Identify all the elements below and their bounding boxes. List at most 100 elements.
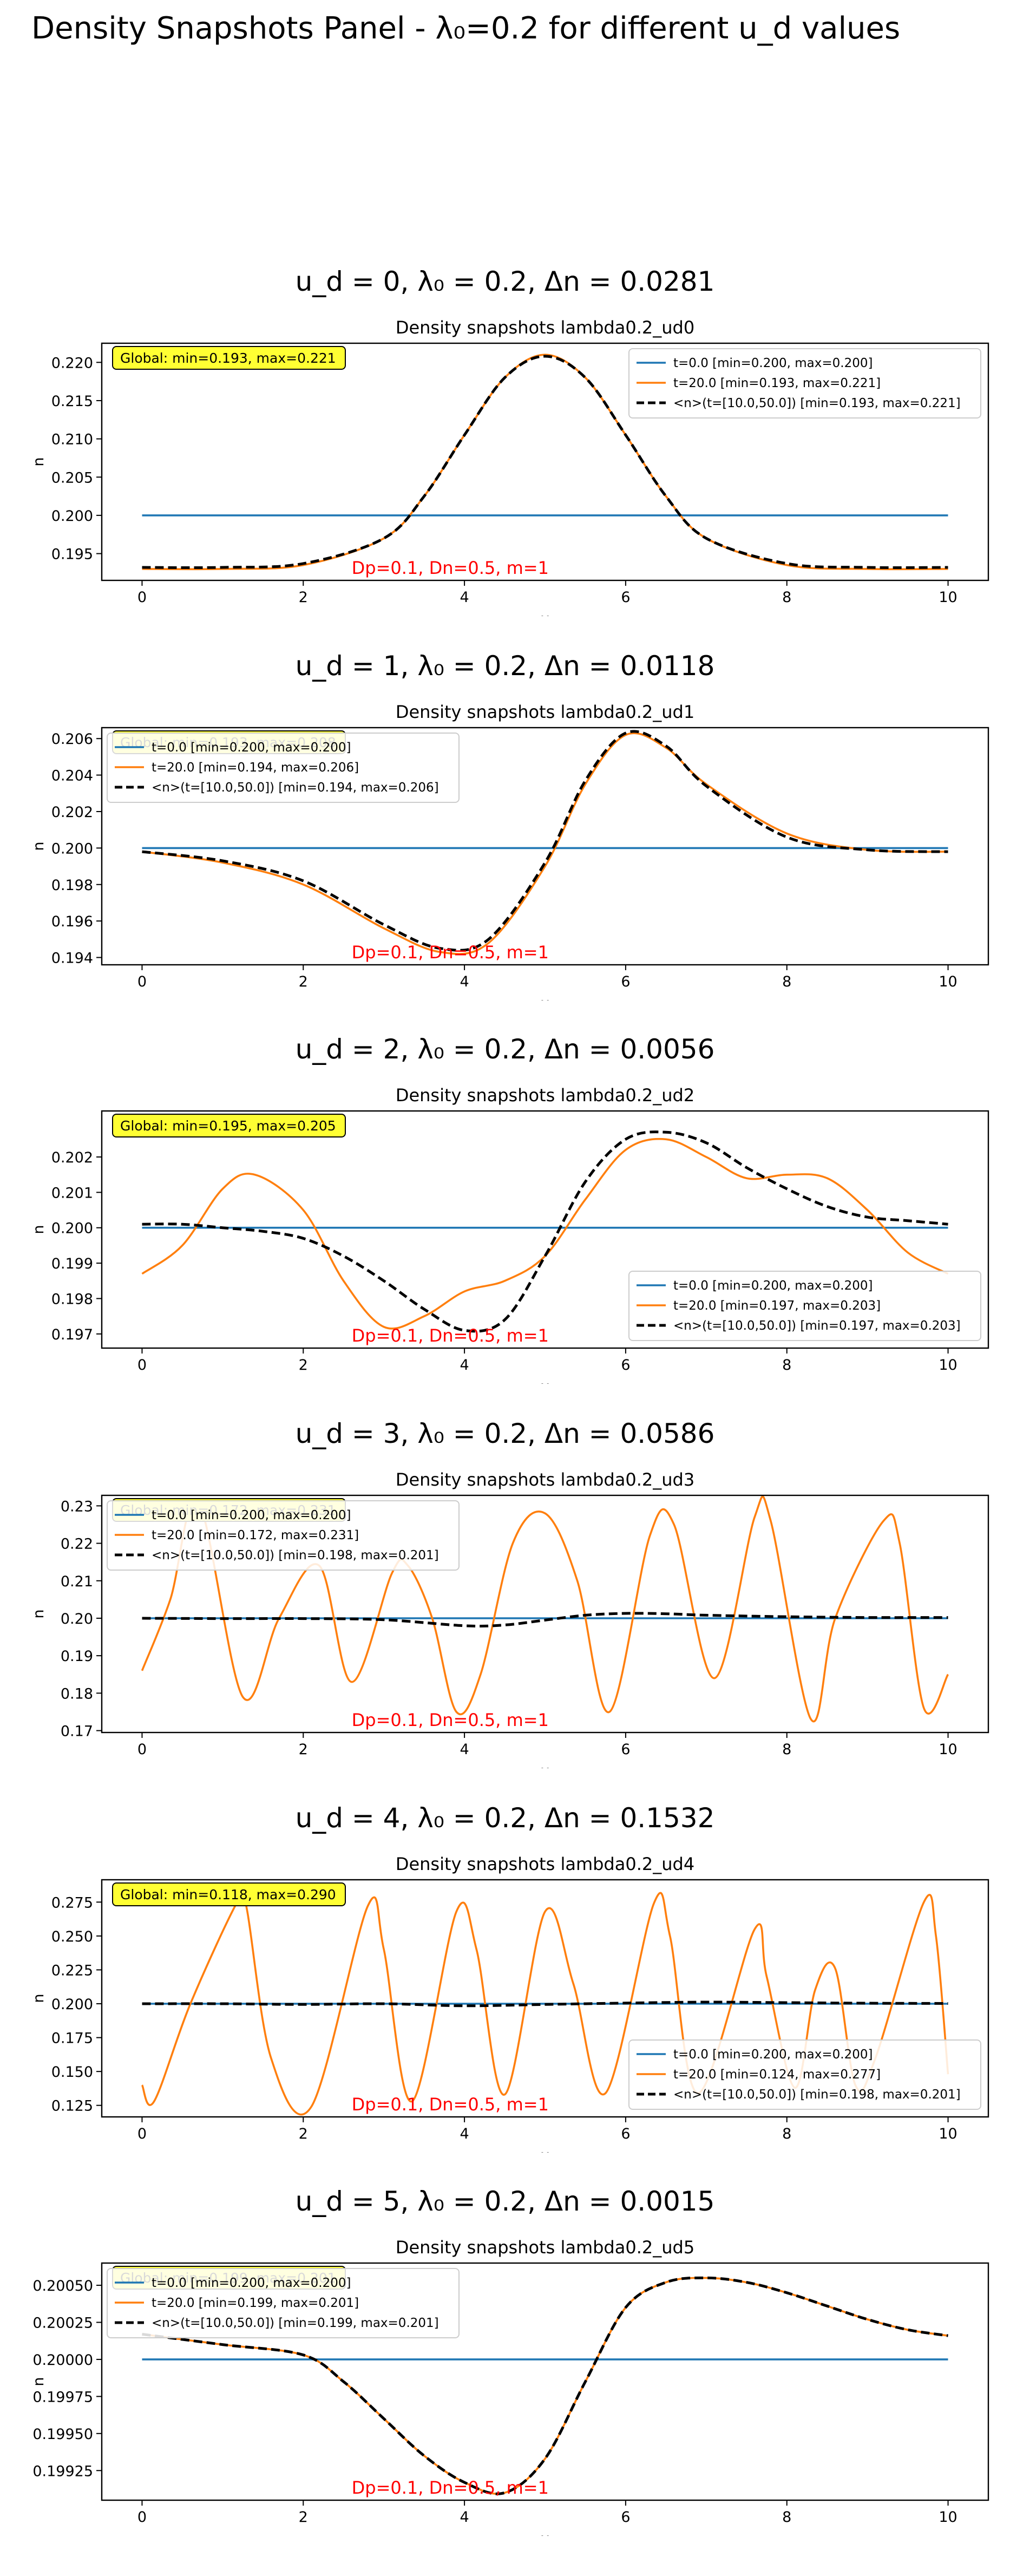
y-tick-label: 0.19	[61, 1648, 93, 1665]
legend-label: t=20.0 [min=0.172, max=0.231]	[152, 1528, 359, 1542]
x-tick-label: 2	[299, 973, 308, 990]
legend-label: t=20.0 [min=0.199, max=0.201]	[152, 2296, 359, 2310]
y-tick-label: 0.200	[51, 1220, 93, 1237]
legend: t=0.0 [min=0.200, max=0.200] t=20.0 [min=…	[107, 733, 460, 803]
legend: t=0.0 [min=0.200, max=0.200] t=20.0 [min=…	[107, 1500, 460, 1571]
y-tick-label: 0.199	[51, 1256, 93, 1272]
legend-label: <n>(t=[10.0,50.0]) [min=0.199, max=0.201…	[152, 2316, 439, 2330]
y-tick-label: 0.195	[51, 546, 93, 563]
y-tick-label: 0.225	[51, 1962, 93, 1979]
y-tick-label: 0.205	[51, 469, 93, 486]
y-tick-label: 0.202	[51, 804, 93, 821]
chart-title: Density snapshots lambda0.2_ud2	[396, 1085, 694, 1106]
legend-label: <n>(t=[10.0,50.0]) [min=0.198, max=0.201…	[673, 2088, 961, 2102]
x-axis-label: x	[541, 2147, 549, 2153]
chart-title: Density snapshots lambda0.2_ud4	[396, 1854, 694, 1874]
y-tick-label: 0.200	[51, 508, 93, 525]
chart-panel: u_d = 5, λ₀ = 0.2, Δn = 0.0015 Density sn…	[0, 2185, 1010, 2536]
x-tick-label: 0	[137, 2126, 147, 2142]
chart-title: Density snapshots lambda0.2_ud0	[396, 317, 694, 338]
panel-heading: u_d = 3, λ₀ = 0.2, Δn = 0.0586	[295, 1418, 715, 1449]
y-tick-label: 0.197	[51, 1326, 93, 1343]
chart-panel: u_d = 1, λ₀ = 0.2, Δn = 0.0118 Density sn…	[0, 650, 1010, 1001]
y-tick-label: 0.210	[51, 431, 93, 448]
x-tick-label: 4	[460, 1741, 469, 1758]
y-axis-label: n	[30, 2377, 47, 2386]
x-axis-label: x	[541, 1763, 549, 1768]
chart-title: Density snapshots lambda0.2_ud5	[396, 2237, 694, 2258]
chart-svg: Density snapshots lambda0.2_ud2 0 2 4 6 8 10 0.…	[30, 1085, 989, 1384]
panel-heading: u_d = 5, λ₀ = 0.2, Δn = 0.0015	[295, 2186, 715, 2217]
y-tick-label: 0.198	[51, 877, 93, 894]
plot-area	[141, 1887, 949, 2116]
y-tick-label: 0.150	[51, 2064, 93, 2081]
x-tick-label: 10	[939, 1357, 957, 1374]
plot-area	[141, 1495, 949, 1723]
global-box	[112, 1114, 346, 1137]
panel-heading: u_d = 0, λ₀ = 0.2, Δn = 0.0281	[295, 266, 715, 297]
params-text: Dp=0.1, Dn=0.5, m=1	[352, 2477, 549, 2498]
y-tick-label: 0.19950	[32, 2426, 93, 2443]
x-tick-label: 4	[460, 973, 469, 990]
axes-frame	[101, 1879, 989, 2118]
legend-label: <n>(t=[10.0,50.0]) [min=0.197, max=0.203…	[673, 1319, 961, 1333]
x-tick-label: 0	[137, 589, 147, 606]
global-minmax-text: Global: min=0.193, max=0.221	[120, 350, 336, 366]
y-tick-label: 0.275	[51, 1894, 93, 1911]
y-tick-label: 0.220	[51, 355, 93, 371]
y-tick-label: 0.175	[51, 2030, 93, 2047]
x-tick-label: 6	[621, 973, 630, 990]
x-tick-label: 8	[782, 1741, 791, 1758]
params-text: Dp=0.1, Dn=0.5, m=1	[352, 942, 549, 963]
x-tick-label: 0	[137, 973, 147, 990]
axes-frame	[101, 727, 989, 966]
x-tick-label: 6	[621, 2126, 630, 2142]
x-tick-label: 8	[782, 589, 791, 606]
x-tick-label: 0	[137, 2509, 147, 2526]
legend-label: t=0.0 [min=0.200, max=0.200]	[673, 1279, 873, 1293]
series-line-t20	[141, 1137, 949, 1330]
y-axis-label: n	[30, 457, 47, 466]
series-line-mean	[142, 1612, 948, 1628]
axes-frame	[101, 2262, 989, 2501]
y-tick-label: 0.200	[51, 1996, 93, 2013]
legend-label: t=0.0 [min=0.200, max=0.200]	[673, 2048, 873, 2062]
chart-svg: Density snapshots lambda0.2_ud5 0 2 4 6 8 10 0.…	[30, 2237, 989, 2536]
legend-label: <n>(t=[10.0,50.0]) [min=0.193, max=0.221…	[673, 396, 961, 410]
y-tick-label: 0.19925	[32, 2463, 93, 2480]
x-tick-label: 2	[299, 589, 308, 606]
y-tick-label: 0.20025	[32, 2315, 93, 2332]
series-line-mean	[142, 730, 948, 952]
legend-frame	[628, 348, 981, 419]
x-tick-label: 2	[299, 2509, 308, 2526]
legend-label: <n>(t=[10.0,50.0]) [min=0.194, max=0.206…	[152, 781, 439, 795]
x-axis-label: x	[541, 1378, 549, 1384]
x-axis-label: x	[541, 611, 549, 616]
x-tick-label: 6	[621, 2509, 630, 2526]
params-text: Dp=0.1, Dn=0.5, m=1	[352, 1710, 549, 1730]
x-tick-label: 8	[782, 973, 791, 990]
legend-label: t=0.0 [min=0.200, max=0.200]	[152, 2276, 351, 2290]
page-title: Density Snapshots Panel - λ₀=0.2 for dif…	[31, 11, 901, 46]
chart-panel: u_d = 3, λ₀ = 0.2, Δn = 0.0586 Density sn…	[0, 1417, 1010, 1768]
panel-heading: u_d = 2, λ₀ = 0.2, Δn = 0.0056	[295, 1034, 715, 1065]
y-tick-label: 0.196	[51, 913, 93, 930]
legend-label: t=0.0 [min=0.200, max=0.200]	[152, 1508, 351, 1522]
plot-area	[142, 2276, 948, 2495]
chart-panel: u_d = 0, λ₀ = 0.2, Δn = 0.0281 Density sn…	[0, 265, 1010, 616]
y-axis-label: n	[30, 841, 47, 851]
legend-label: t=20.0 [min=0.124, max=0.277]	[673, 2068, 881, 2082]
legend-label: t=0.0 [min=0.200, max=0.200]	[673, 356, 873, 370]
y-axis-label: n	[30, 1225, 47, 1234]
y-tick-label: 0.201	[51, 1185, 93, 1201]
x-tick-label: 0	[137, 1357, 147, 1374]
legend: t=0.0 [min=0.200, max=0.200] t=20.0 [min=…	[107, 2268, 460, 2338]
chart-title: Density snapshots lambda0.2_ud1	[396, 702, 694, 722]
x-tick-label: 4	[460, 589, 469, 606]
params-text: Dp=0.1, Dn=0.5, m=1	[352, 2094, 549, 2115]
y-tick-label: 0.20050	[32, 2278, 93, 2294]
chart-svg: Density snapshots lambda0.2_ud1 0 2 4 6 8 10 0.…	[30, 702, 989, 1001]
y-tick-label: 0.18	[61, 1685, 93, 1702]
x-tick-label: 4	[460, 2509, 469, 2526]
x-tick-label: 10	[939, 973, 957, 990]
